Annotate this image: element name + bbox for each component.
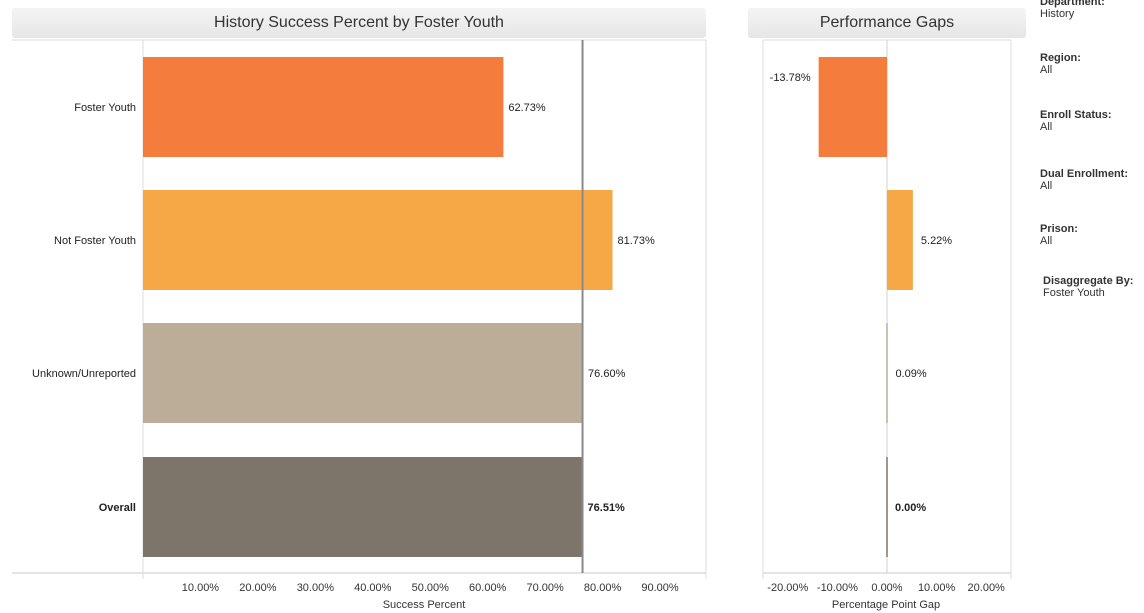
gap-tick-label: 0.00%	[871, 582, 902, 594]
gap-chart-title: Performance Gaps	[748, 8, 1026, 38]
gap-bar-foster-youth[interactable]	[818, 57, 887, 157]
main-tick-label: 30.00%	[297, 582, 335, 594]
main-tick-label: 10.00%	[182, 582, 220, 594]
filter-label: Region:	[1040, 52, 1081, 64]
category-label-not-foster-youth: Not Foster Youth	[54, 235, 136, 247]
filter-label: Prison:	[1040, 223, 1078, 235]
gap-bar-overall[interactable]	[886, 457, 888, 557]
success-bar-foster-youth[interactable]	[143, 57, 504, 157]
filter-disaggregate-by[interactable]: Disaggregate By: Foster Youth	[1043, 275, 1144, 299]
filter-value: History	[1040, 8, 1075, 20]
filter-department[interactable]: Department: History	[1040, 0, 1144, 20]
main-tick-label: 40.00%	[354, 582, 392, 594]
success-percent-chart: Foster Youth Not Foster Youth Unknown/Unre…	[12, 39, 1012, 611]
filter-prison[interactable]: Prison: All	[1040, 223, 1144, 247]
gap-axis-label: Percentage Point Gap	[832, 599, 940, 611]
gap-value-label-overall: 0.00%	[895, 502, 926, 514]
filter-label: Dual Enrollment:	[1040, 168, 1129, 180]
success-bar-unknown-unreported[interactable]	[143, 323, 584, 423]
main-tick-label: 70.00%	[526, 582, 564, 594]
gap-value-label-not-foster-youth: 5.22%	[921, 235, 952, 247]
gap-bar-not-foster-youth[interactable]	[887, 190, 913, 290]
filter-panel: Department: History Region: All Enroll Statu…	[1040, 0, 1144, 613]
filter-dual-enrollment[interactable]: Dual Enrollment: All	[1040, 168, 1144, 192]
main-tick-label: 80.00%	[584, 582, 622, 594]
gap-value-label-foster-youth: -13.78%	[770, 72, 811, 84]
main-tick-label: 20.00%	[239, 582, 277, 594]
success-percent-axis-label: Success Percent	[383, 599, 466, 611]
filter-value: All	[1040, 180, 1053, 192]
success-value-label-foster-youth: 62.73%	[508, 102, 546, 114]
category-label-overall: Overall	[99, 502, 136, 514]
main-tick-label: 60.00%	[469, 582, 507, 594]
success-value-label-not-foster-youth: 81.73%	[618, 235, 656, 247]
filter-region[interactable]: Region: All	[1040, 52, 1144, 76]
success-bar-not-foster-youth[interactable]	[143, 190, 613, 290]
gap-tick-label: 10.00%	[918, 582, 956, 594]
success-value-label-overall: 76.51%	[588, 502, 626, 514]
main-tick-label: 50.00%	[412, 582, 450, 594]
category-label-unknown-unreported: Unknown/Unreported	[32, 368, 136, 380]
filter-value: Foster Youth	[1043, 287, 1105, 299]
gap-tick-label: -20.00%	[767, 582, 808, 594]
main-tick-label: 90.00%	[641, 582, 679, 594]
main-chart-title: History Success Percent by Foster Youth	[12, 8, 706, 38]
filter-label: Disaggregate By:	[1043, 275, 1134, 287]
filter-label: Enroll Status:	[1040, 109, 1112, 121]
gap-tick-label: -10.00%	[817, 582, 858, 594]
success-value-label-unknown-unreported: 76.60%	[588, 368, 626, 380]
filter-label: Department:	[1040, 0, 1105, 8]
gap-bar-unknown-unreported[interactable]	[886, 323, 888, 423]
category-label-foster-youth: Foster Youth	[74, 102, 136, 114]
filter-value: All	[1040, 64, 1053, 76]
gap-tick-label: 20.00%	[968, 582, 1006, 594]
filter-enroll-status[interactable]: Enroll Status: All	[1040, 109, 1144, 133]
filter-value: All	[1040, 235, 1053, 247]
gap-value-label-unknown-unreported: 0.09%	[895, 368, 926, 380]
success-bar-overall[interactable]	[143, 457, 583, 557]
filter-value: All	[1040, 121, 1053, 133]
